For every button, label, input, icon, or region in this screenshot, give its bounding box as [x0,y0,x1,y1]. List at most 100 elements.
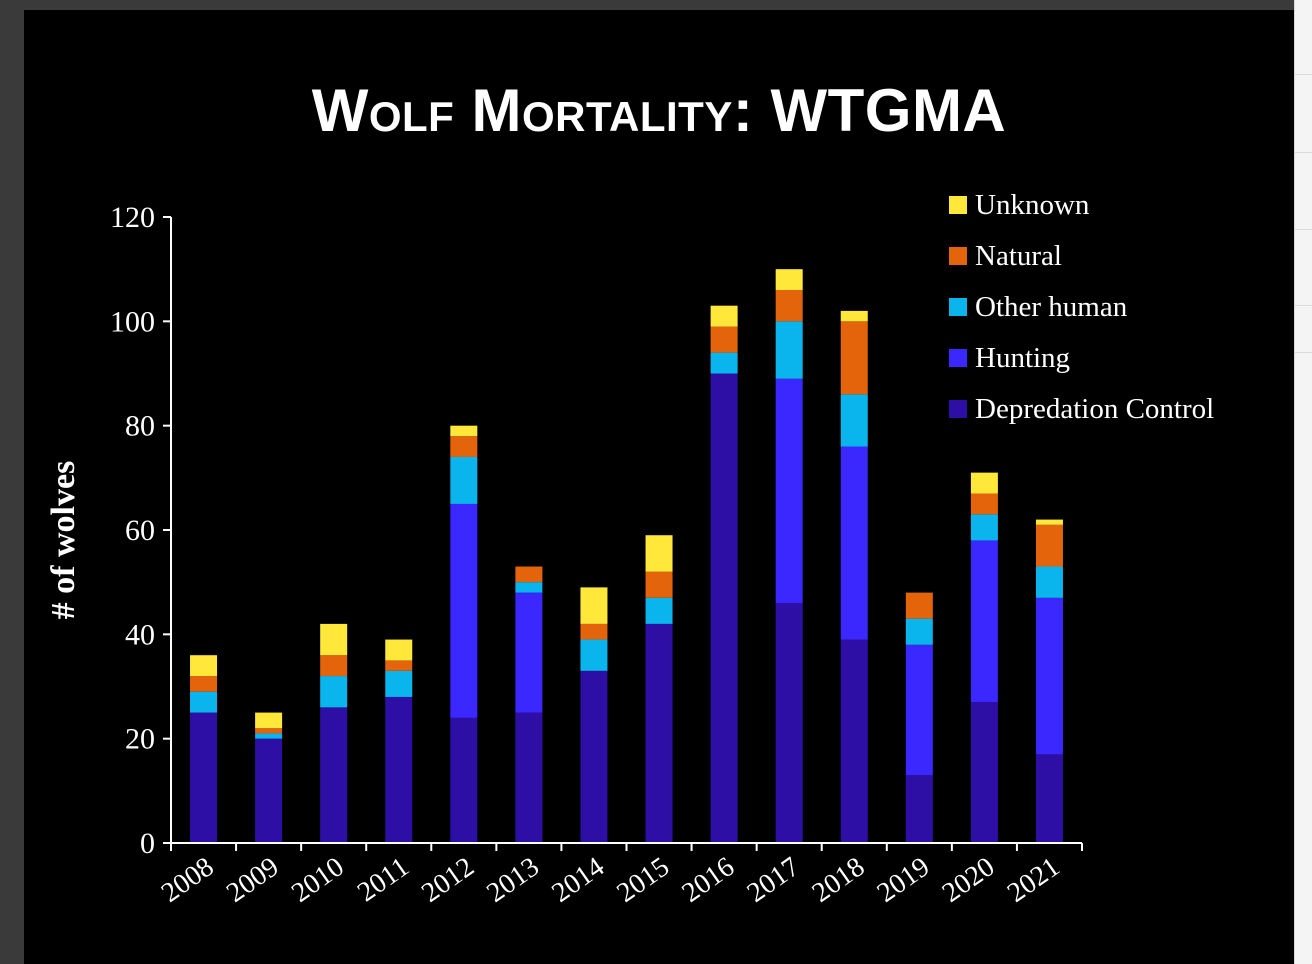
bar-segment-depredation-control-2012 [450,717,478,843]
bar-segment-hunting-2018 [840,446,868,640]
y-tick-label: 100 [110,305,155,338]
legend-label-depredation-control: Depredation Control [975,393,1214,425]
y-tick-label: 40 [125,618,155,651]
bar-segment-natural-2012 [450,436,478,457]
legend-label-natural: Natural [975,240,1062,272]
bar-segment-unknown-2011 [385,639,413,661]
y-axis-label: # of wolves [45,461,82,620]
y-tick-label: 120 [110,201,155,234]
y-tick-label: 20 [125,723,155,756]
bar-segment-unknown-2012 [450,425,478,437]
bar-segment-hunting-2021 [1035,597,1063,755]
x-tick-label: 2017 [742,851,806,909]
bar-segment-unknown-2020 [970,472,998,494]
bar-segment-depredation-control-2013 [515,712,543,843]
bar-segment-depredation-control-2014 [580,670,608,843]
bar-segment-depredation-control-2021 [1035,754,1063,843]
bar-segment-natural-2011 [385,660,413,671]
legend-label-unknown: Unknown [975,189,1090,221]
legend-label-hunting: Hunting [975,342,1070,374]
bar-segment-depredation-control-2019 [905,775,933,843]
adjacent-panel-strip [1294,0,1312,964]
bar-segment-hunting-2020 [970,540,998,703]
bar-segment-natural-2008 [190,676,218,692]
x-tick-label: 2009 [221,851,285,909]
bar-segment-unknown-2016 [710,305,738,327]
legend-swatch-unknown [949,196,967,214]
bar-segment-natural-2009 [255,728,283,734]
bar-segment-unknown-2008 [190,655,218,677]
bar-segment-depredation-control-2017 [775,603,803,843]
bar-segment-depredation-control-2011 [385,696,413,843]
bar-segment-other-human-2013 [515,582,543,593]
bar-segment-natural-2016 [710,326,738,353]
bar-segment-other-human-2010 [320,676,348,708]
bar-segment-other-human-2008 [190,691,218,713]
x-tick-label: 2020 [937,851,1001,909]
bar-segment-hunting-2017 [775,378,803,604]
legend: Unknown Natural Other human Hunting Depredat… [949,189,1214,425]
bar-segment-natural-2021 [1035,524,1063,567]
bar-segment-other-human-2018 [840,394,868,447]
bar-segment-other-human-2014 [580,639,608,671]
bar-segment-natural-2017 [775,290,803,322]
x-tick-label: 2015 [611,851,675,909]
bar-segment-other-human-2011 [385,670,413,697]
x-tick-label: 2019 [872,851,936,909]
slide: Wolf Mortality: WTGMA 0 20 40 60 80 100 120 200… [24,10,1294,964]
bar-segment-depredation-control-2018 [840,639,868,843]
bar-segment-natural-2020 [970,493,998,515]
x-tick-label: 2013 [481,851,545,909]
bar-segment-unknown-2017 [775,269,803,291]
bar-segment-depredation-control-2008 [190,712,218,843]
bar-segment-other-human-2015 [645,597,673,624]
bar-segment-other-human-2019 [905,618,933,645]
bar-segment-natural-2015 [645,571,673,598]
bar-segment-other-human-2009 [255,733,283,739]
legend-label-other-human: Other human [975,291,1128,323]
bar-segment-unknown-2018 [840,310,868,322]
bar-segment-natural-2014 [580,623,608,640]
bar-segment-hunting-2012 [450,503,478,718]
bar-segment-other-human-2020 [970,514,998,541]
bar-segment-other-human-2021 [1035,566,1063,598]
bar-segment-unknown-2009 [255,712,283,729]
bar-segment-natural-2019 [905,592,933,619]
bar-segment-unknown-2014 [580,587,608,624]
bar-segment-natural-2018 [840,321,868,395]
y-tick-label: 0 [140,827,155,860]
bar-segment-other-human-2012 [450,456,478,504]
bar-segment-unknown-2015 [645,535,673,572]
bar-segment-depredation-control-2010 [320,707,348,843]
bar-segment-hunting-2019 [905,644,933,776]
bar-segment-depredation-control-2009 [255,738,283,843]
bar-segment-other-human-2017 [775,321,803,379]
bars-layer [190,269,1063,843]
bar-segment-other-human-2016 [710,352,738,374]
bar-segment-hunting-2013 [515,592,543,713]
bar-segment-depredation-control-2016 [710,373,738,843]
x-tick-label: 2008 [156,851,220,909]
legend-swatch-natural [949,247,967,265]
legend-swatch-other-human [949,298,967,316]
bar-segment-unknown-2021 [1035,519,1063,525]
bar-segment-unknown-2010 [320,623,348,656]
x-tick-label: 2012 [416,851,480,909]
x-tick-label: 2016 [676,851,740,909]
y-tick-label: 60 [125,514,155,547]
legend-swatch-hunting [949,349,967,367]
x-tick-label: 2021 [1002,851,1066,909]
x-tick-label: 2018 [807,851,871,909]
bar-segment-depredation-control-2015 [645,623,673,843]
bar-segment-depredation-control-2020 [970,702,998,843]
bar-segment-natural-2010 [320,655,348,677]
bar-segment-natural-2013 [515,566,543,583]
x-tick-label: 2011 [352,851,415,908]
x-tick-label: 2014 [546,851,610,909]
x-tick-label: 2010 [286,851,350,909]
chart-title: Wolf Mortality: WTGMA [311,77,1007,144]
legend-swatch-depredation-control [949,400,967,418]
y-tick-label: 80 [125,410,155,443]
